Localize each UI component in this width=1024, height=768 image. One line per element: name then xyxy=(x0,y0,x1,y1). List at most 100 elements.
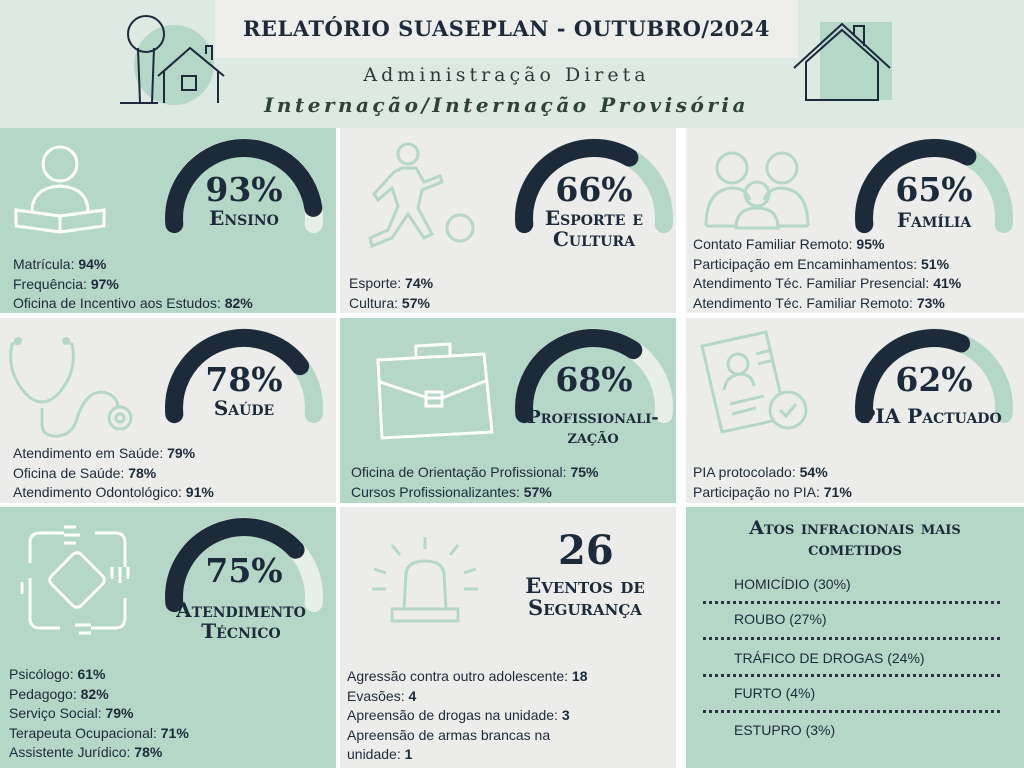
subtitle-administration: Administração Direta xyxy=(363,64,650,86)
stethoscope-icon xyxy=(9,337,133,438)
ensino-gauge xyxy=(165,138,323,234)
seguranca-item: Apreensão de drogas na unidade: 3 xyxy=(347,707,570,723)
esporte-items: Esporte: 74% Cultura: 57% xyxy=(349,274,433,313)
atendimento-item: Psicólogo: 61% xyxy=(9,666,106,682)
pia-label: PIA Pactuado xyxy=(860,404,1002,428)
panel-ensino: 93% Ensino Matrícula: 94% Frequência: 97… xyxy=(0,128,336,313)
atos-item: ESTUPRO (3%) xyxy=(734,722,836,738)
atendimento-item: Serviço Social: 79% xyxy=(9,705,134,721)
familia-item: Contato Familiar Remoto: 95% xyxy=(693,236,885,252)
familia-gauge xyxy=(855,138,1013,234)
esporte-percent: 66% xyxy=(555,170,633,209)
panel-familia: 65% Família Contato Familiar Remoto: 95%… xyxy=(686,128,1024,313)
saude-gauge xyxy=(165,328,323,424)
atendimento-label-line2: Técnico xyxy=(201,619,281,643)
atos-title-line2: cometidos xyxy=(808,538,902,560)
seguranca-item: unidade: 1 xyxy=(347,746,413,762)
panel-seguranca: 26 Eventos de Segurança Agressão contra … xyxy=(340,507,676,768)
atendimento-gauge-fill xyxy=(165,518,305,613)
ensino-item: Matrícula: 94% xyxy=(13,256,107,272)
familia-item: Participação em Encaminhamentos: 51% xyxy=(693,255,950,272)
familia-label: Família xyxy=(896,208,972,232)
esporte-item: Esporte: 74% xyxy=(349,275,434,291)
divider xyxy=(703,637,1000,640)
atos-title: Atos infracionais mais cometidos xyxy=(686,518,1024,560)
profissionalizacao-item: Cursos Profissionalizantes: 57% xyxy=(351,483,552,500)
subtitle-internacao: Internação/Internação Provisória xyxy=(264,93,749,117)
house-icon xyxy=(793,22,892,101)
page-title: RELATÓRIO SUASEPLAN - OUTUBRO/2024 xyxy=(242,16,770,41)
pia-items: PIA protocolado: 54% Participação no PIA… xyxy=(693,463,852,502)
document-approved-icon xyxy=(700,330,808,434)
atendimento-items: Psicólogo: 61% Pedagogo: 82% Serviço Soc… xyxy=(9,665,189,763)
ensino-label: Ensino xyxy=(209,206,279,230)
reading-person-icon xyxy=(14,145,106,234)
seguranca-label-line1: Eventos de xyxy=(525,573,645,598)
seguranca-item: Agressão contra outro adolescente: 18 xyxy=(347,668,588,684)
divider xyxy=(703,674,1000,677)
panel-atendimento: 75% Atendimento Técnico Psicólogo: 61% P… xyxy=(0,507,336,768)
atendimento-item: Assistente Jurídico: 78% xyxy=(9,744,163,760)
divider xyxy=(703,601,1000,604)
title-box xyxy=(215,0,798,58)
panel-saude: 78% Saúde Atendimento em Saúde: 79% Ofic… xyxy=(0,318,336,503)
esporte-gauge xyxy=(515,138,673,234)
atendimento-item: Terapeuta Ocupacional: 71% xyxy=(9,724,189,741)
familia-items: Contato Familiar Remoto: 95% Participaçã… xyxy=(693,235,961,313)
ensino-item: Oficina de Incentivo aos Estudos: 82% xyxy=(13,295,253,311)
atendimento-item: Pedagogo: 82% xyxy=(9,685,109,702)
profissionalizacao-item: Oficina de Orientação Profissional: 75% xyxy=(351,464,599,480)
saude-percent: 78% xyxy=(205,360,283,399)
ensino-item: Frequência: 97% xyxy=(13,275,119,292)
atos-item: HOMICÍDIO (30%) xyxy=(734,576,851,592)
familia-percent: 65% xyxy=(895,170,973,209)
familia-item: Atendimento Téc. Familiar Presencial: 41… xyxy=(693,275,962,291)
joined-hands-icon xyxy=(20,525,130,635)
panel-esporte: 66% Esporte e Cultura Esporte: 74% Cultu… xyxy=(340,128,676,313)
familia-item: Atendimento Téc. Familiar Remoto: 73% xyxy=(693,294,945,311)
pia-percent: 62% xyxy=(895,360,973,399)
saude-item: Atendimento Odontológico: 91% xyxy=(13,484,214,500)
panel-pia: 62% PIA Pactuado PIA protocolado: 54% Pa… xyxy=(686,318,1024,503)
esporte-label-line2: Cultura xyxy=(553,227,635,251)
profissionalizacao-label-line2: zação xyxy=(567,427,619,448)
saude-gauge-fill xyxy=(165,329,310,424)
esporte-gauge-fill xyxy=(515,139,639,234)
seguranca-label-line2: Segurança xyxy=(528,595,642,620)
atendimento-label-line1: Atendimento xyxy=(176,598,306,622)
saude-item: Oficina de Saúde: 78% xyxy=(13,464,157,481)
seguranca-count: 26 xyxy=(558,527,614,574)
esporte-item: Cultura: 57% xyxy=(349,294,430,311)
atos-item: TRÁFICO DE DROGAS (24%) xyxy=(734,650,925,666)
pia-item: PIA protocolado: 54% xyxy=(693,464,828,480)
briefcase-icon xyxy=(376,342,494,440)
atendimento-percent: 75% xyxy=(205,551,283,590)
familia-gauge-fill xyxy=(855,139,977,234)
pia-gauge-fill xyxy=(855,329,971,424)
atendimento-gauge xyxy=(165,517,323,613)
divider xyxy=(703,710,1000,713)
profissionalizacao-items: Oficina de Orientação Profissional: 75% … xyxy=(351,463,598,502)
seguranca-items: Agressão contra outro adolescente: 18 Ev… xyxy=(347,667,588,765)
seguranca-item: Apreensão de armas brancas na xyxy=(347,726,551,743)
atos-title-line1: Atos infracionais mais xyxy=(749,517,961,539)
atos-item: ROUBO (27%) xyxy=(734,611,827,627)
ensino-items: Matrícula: 94% Frequência: 97% Oficina d… xyxy=(13,255,253,313)
soccer-player-icon xyxy=(368,142,475,249)
pia-item: Participação no PIA: 71% xyxy=(693,483,852,500)
esporte-label-line1: Esporte e xyxy=(544,206,644,230)
saude-label: Saúde xyxy=(213,396,275,420)
seguranca-item: Evasões: 4 xyxy=(347,687,417,704)
family-icon xyxy=(704,151,810,230)
tree-house-icon xyxy=(120,15,225,105)
profissionalizacao-label-line1: Profissionali- xyxy=(527,407,659,428)
profissionalizacao-percent: 68% xyxy=(555,360,633,399)
pia-gauge xyxy=(855,328,1013,424)
atos-item: FURTO (4%) xyxy=(734,685,816,701)
panel-profissionalizacao: 68% Profissionali- zação Oficina de Orie… xyxy=(340,318,676,503)
profissionalizacao-gauge xyxy=(515,328,673,424)
alarm-siren-icon xyxy=(372,537,478,623)
saude-items: Atendimento em Saúde: 79% Oficina de Saú… xyxy=(13,444,214,503)
ensino-gauge-fill xyxy=(165,139,323,234)
ensino-percent: 93% xyxy=(205,170,283,209)
